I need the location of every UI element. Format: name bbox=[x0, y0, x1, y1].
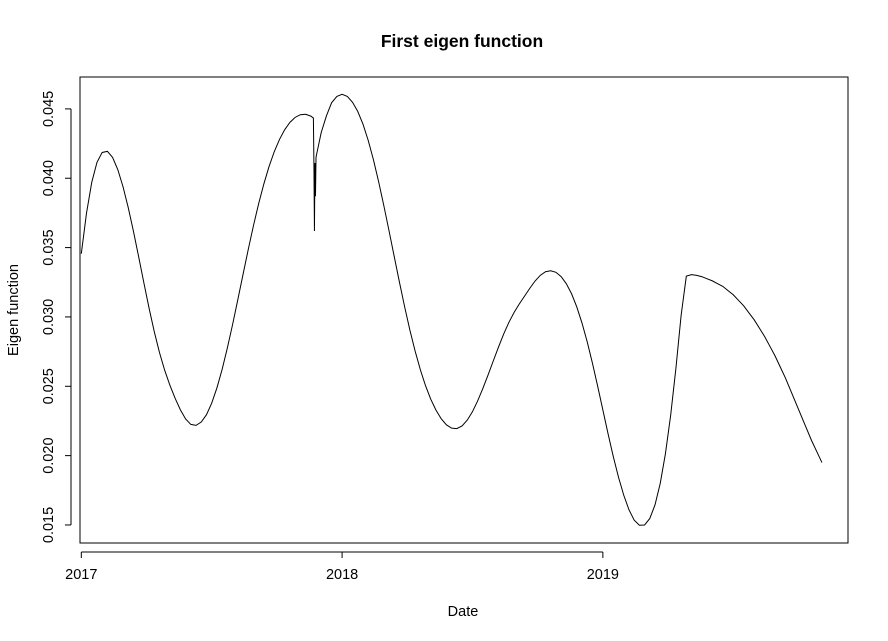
y-tick-label: 0.040 bbox=[41, 160, 57, 196]
y-tick-label: 0.020 bbox=[41, 437, 57, 473]
y-axis: 0.015 0.020 0.025 0.030 0.035 0.040 0.045 bbox=[41, 91, 72, 543]
x-axis-label: Date bbox=[448, 604, 479, 620]
x-tick-label: 2018 bbox=[326, 567, 358, 583]
eigen-function-line bbox=[80, 93, 823, 526]
y-tick-label: 0.025 bbox=[41, 368, 57, 404]
y-tick-label: 0.045 bbox=[41, 91, 57, 127]
y-axis-label: Eigen function bbox=[6, 264, 22, 356]
y-tick-label: 0.015 bbox=[41, 507, 57, 543]
chart-title: First eigen function bbox=[381, 31, 543, 51]
plot-frame bbox=[79, 76, 849, 544]
y-tick-label: 0.035 bbox=[41, 229, 57, 265]
y-tick-label: 0.030 bbox=[41, 299, 57, 335]
x-axis: 2017 2018 2019 bbox=[65, 551, 619, 583]
x-tick-label: 2017 bbox=[65, 567, 97, 583]
x-tick-label: 2019 bbox=[587, 567, 619, 583]
